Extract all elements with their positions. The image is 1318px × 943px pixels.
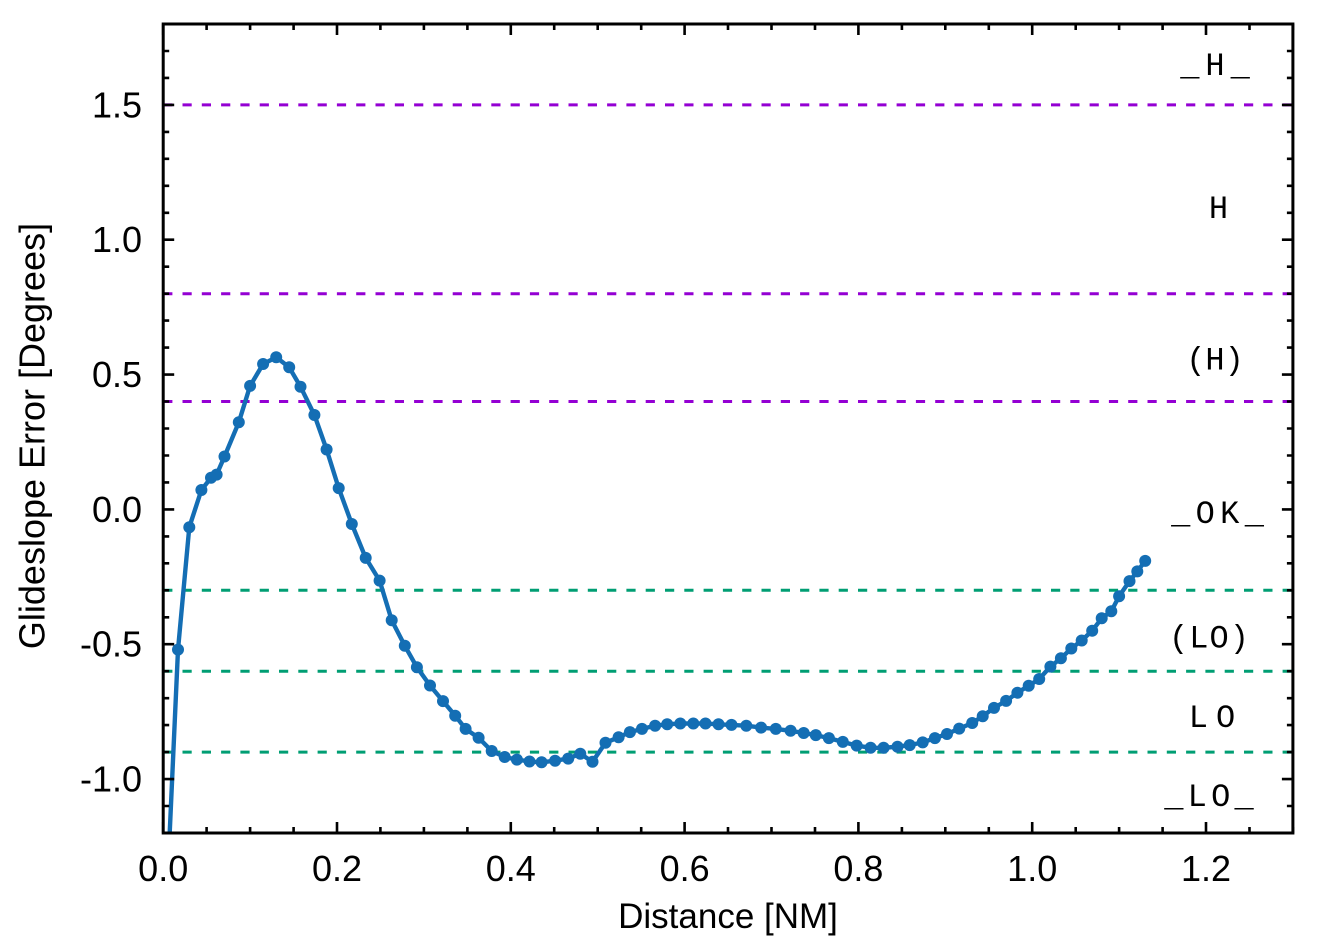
svg-text:0.0: 0.0 <box>138 848 188 889</box>
svg-text:Glideslope Error [Degrees]: Glideslope Error [Degrees] <box>12 223 53 649</box>
svg-text:_H_: _H_ <box>1179 48 1250 85</box>
svg-text:0.4: 0.4 <box>486 848 536 889</box>
svg-text:0.0: 0.0 <box>92 489 142 530</box>
svg-text:0.8: 0.8 <box>833 848 883 889</box>
svg-text:(LO): (LO) <box>1169 621 1249 658</box>
svg-text:1.0: 1.0 <box>92 219 142 260</box>
svg-text:Distance [NM]: Distance [NM] <box>618 897 838 936</box>
svg-text:0.2: 0.2 <box>312 848 362 889</box>
svg-text:0.5: 0.5 <box>92 354 142 395</box>
svg-text:H: H <box>1209 191 1228 228</box>
svg-text:0.6: 0.6 <box>660 848 710 889</box>
svg-text:1.5: 1.5 <box>92 84 142 125</box>
svg-text:(H): (H) <box>1186 343 1244 380</box>
svg-text:1.2: 1.2 <box>1181 848 1231 889</box>
svg-text:-0.5: -0.5 <box>80 624 142 665</box>
svg-text:1.0: 1.0 <box>1007 848 1057 889</box>
svg-text:-1.0: -1.0 <box>80 759 142 800</box>
